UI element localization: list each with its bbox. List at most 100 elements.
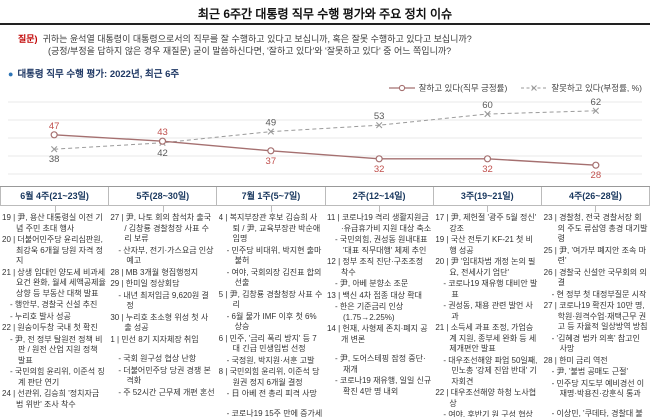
- legend-negative: 잘못하고 있다(부정률, %): [521, 82, 642, 94]
- issue-line: 8 | 국민의힘 윤리위, 이준석 당원권 정지 6개월 결정: [218, 367, 320, 387]
- axis-label-week-3: 7월 1주(5~7일): [217, 187, 326, 212]
- issue-line: - 한은 기준금리 인상 (1.75→2.25%): [334, 302, 404, 322]
- issue-line: 23 | 경찰청, 전국 경찰서장 회의 주도 류삼영 총경 대기발령: [543, 213, 648, 243]
- issue-line: 28 | 한미 금리 역전: [543, 355, 608, 365]
- trend-chart-svg: 47 38 43 42 37 49 32 53 32 60 28 62: [8, 97, 642, 181]
- issue-line: 29 | 한미일 정상회담: [110, 279, 180, 288]
- page-title: 최근 6주간 대통령 직무 수행 평가와 주요 정치 이슈: [197, 7, 453, 21]
- svg-text:28: 28: [591, 170, 602, 181]
- title-divider: [0, 23, 650, 25]
- trend-chart: 47 38 43 42 37 49 32 53 32 60 28 62: [0, 92, 650, 184]
- issue-line: 24 | 선관위, 김승희 '정치자금법 위반' 조사 착수: [2, 389, 100, 409]
- svg-text:32: 32: [374, 164, 385, 175]
- issue-line: - 현 정부 첫 대정부질문 시작: [551, 289, 647, 299]
- general-issue-list: - 이상민, '쿠데타, 경찰대 불공정' 발언 논란- 권성동-尹 문자 메시…: [544, 409, 648, 418]
- survey-question: 질문) 귀하는 윤석열 대통령이 대통령으로서의 직무를 잘 수행하고 있다고 보…: [18, 33, 638, 57]
- issue-line: 25 | 尹, '여가부 폐지안 조속 마련': [543, 245, 646, 266]
- svg-text:37: 37: [266, 156, 277, 167]
- svg-text:38: 38: [49, 154, 60, 165]
- issue-line: 6 | 민주, '금리 폭리 방지' 등 7대 긴급 민생입법 선정: [218, 333, 317, 354]
- issue-list: 27 | 尹, 나토 회의 참석차 출국 / 김창룡 경찰청장 사표 수리 보류…: [110, 213, 214, 345]
- solid-line-circle-marker-icon: [388, 84, 415, 92]
- issue-line: 5 | 尹, 김창룡 경찰청장 사표 수리: [218, 289, 323, 310]
- issue-line: - 민주당 지도부 예비경선 이재명·박용진·강훈식 통과: [551, 378, 645, 399]
- axis-label-week-2: 5주(28~30일): [109, 187, 218, 212]
- issue-line: 30 | 누리호 초소형 위성 첫 사출 성공: [110, 312, 209, 333]
- weekly-issues-grid: 19 | 尹, 용산 대통령실 이전 기념 주민 초대 행사 20 | 더불어민주…: [2, 213, 648, 417]
- chart-legend: 잘하고 있다(직무 긍정률) 잘못하고 있다(부정률, %): [388, 82, 642, 94]
- issues-column-week-4: 11 | 코로나19 격리 생활지원금·유급휴가비 지원 대상 축소 - 국민의힘…: [327, 213, 431, 417]
- issue-line: - 더불어민주당 당권 경쟁 본격화: [118, 365, 211, 386]
- issue-line: 22 | 대우조선해양 하청 노사협상: [435, 388, 537, 408]
- issue-line: 26 | 경찰국 신설안 국무회의 의결: [543, 267, 647, 288]
- issues-column-week-2: 27 | 尹, 나토 회의 참석차 출국 / 김창룡 경찰청장 사표 수리 보류…: [110, 213, 214, 417]
- issue-line: 22 | 원숭이두창 국내 첫 확진: [2, 323, 98, 332]
- axis-label-week-4: 2주(12~14일): [326, 187, 434, 212]
- svg-text:32: 32: [482, 164, 493, 175]
- issue-line: - 국민의힘 윤리위, 이준석 징계 판단 연기: [10, 367, 105, 387]
- issue-line: 13 | 백신 4차 접종 대상 확대: [326, 290, 422, 300]
- issue-line: - 주 52시간 근무제 개편 혼선: [118, 387, 215, 397]
- general-issue-list: - 尹, 도어스테핑 잠정 중단·재개 - 코로나19 재유행, 일일 신규 확진…: [327, 354, 431, 397]
- issue-line: - 국회 원구성 협상 난항: [118, 354, 197, 363]
- issues-column-week-1: 19 | 尹, 용산 대통령실 이전 기념 주민 초대 행사 20 | 더불어민주…: [2, 213, 106, 417]
- issue-list: 19 | 尹, 용산 대통령실 이전 기념 주민 초대 행사 20 | 더불어민주…: [2, 213, 106, 410]
- issue-list: 23 | 경찰청, 전국 경찰서장 회의 주도 류삼영 총경 대기발령 25 | …: [544, 213, 648, 400]
- issue-line: - 여야, 후반기 원 구성 협상 타결: [443, 410, 533, 417]
- issue-line: 19 | 尹, 용산 대통령실 이전 기념 주민 초대 행사: [2, 213, 103, 233]
- issue-line: - 민주당 비대위, 박지현 출마 불허: [226, 245, 322, 266]
- issue-line: - '김혜경 법카 의혹' 참고인 사망: [551, 333, 640, 354]
- issue-line: - 행안부, 경찰국 신설 추진: [10, 300, 98, 309]
- issue-line: 27 | 尹, 나토 회의 참석차 출국 / 김창룡 경찰청장 사표 수리 보류: [110, 213, 212, 243]
- svg-text:43: 43: [157, 127, 168, 138]
- issue-line: 27 | 코로나19 확진자 10만 명, 학원·원격수업·재택근무 권고 등 …: [543, 301, 648, 331]
- issue-line: - 산자부, 전기·가스요금 인상 예고: [118, 245, 214, 266]
- issue-line: 20 | 더불어민주당 윤리심판원, 최강욱 6개월 당원 자격 정지: [2, 235, 103, 265]
- issue-line: 1 | 민선 8기 지자체장 취임: [110, 334, 199, 344]
- chart-section-header: ● 대통령 직무 수행 평가: 2022년, 최근 6주: [8, 66, 179, 80]
- issue-line: - 여야, 국회의장 김진표 합의 선출: [226, 267, 322, 288]
- question-label: 질문): [18, 34, 38, 44]
- issue-line: - 코로나19 재유행, 일일 신규 확진 4만 명 내외: [334, 376, 432, 396]
- svg-text:60: 60: [482, 100, 493, 111]
- issue-line: 14 | 헌재, 사형제 존치·폐지 공개 변론: [326, 324, 428, 344]
- svg-text:53: 53: [374, 111, 385, 122]
- general-issue-list: - 국회 원구성 협상 난항 - 더불어민주당 당권 경쟁 본격화 - 주 52시간…: [110, 354, 214, 398]
- axis-label-week-5: 3주(19~21일): [434, 187, 542, 212]
- issue-line: - 국정원, 박지원·서훈 고발: [226, 355, 315, 365]
- issue-line: - 권성동, 채용 관련 발언 사과: [443, 301, 533, 321]
- question-text-1: 귀하는 윤석열 대통령이 대통령으로서의 직무를 잘 수행하고 있다고 보십니까…: [42, 34, 472, 44]
- issue-line: 12 | 정부 조직 진단·구조조정 착수: [326, 257, 424, 277]
- legend-positive: 잘하고 있다(직무 긍정률): [388, 82, 508, 94]
- svg-text:49: 49: [266, 118, 277, 129]
- issue-line: - 尹, 도어스테핑 잠정 중단·재개: [334, 354, 426, 374]
- issue-line: 21 | 소득세 과표 조정, 가업승계 지원, 종부세 완화 등 세제개편안 …: [435, 323, 537, 353]
- issue-line: - 누리호 발사 성공: [10, 311, 71, 321]
- issue-list: 4 | 복지부장관 후보 김승희 사퇴 / 尹, 교육부장관 박순애 임명 - 민…: [219, 213, 323, 400]
- issue-line: - 이상민, '쿠데타, 경찰대 불공정' 발언 논란: [551, 408, 643, 418]
- issue-line: 11 | 코로나19 격리 생활지원금·유급휴가비 지원 대상 축소: [326, 213, 432, 233]
- x-axis-row: 6월 4주(21~23일) 5주(28~30일) 7월 1주(5~7일) 2주(…: [0, 186, 650, 212]
- legend-negative-label: 잘못하고 있다(부정률, %): [551, 83, 642, 93]
- issue-line: - 내년 최저임금 9,620원 결정: [118, 290, 209, 311]
- issue-line: - 尹, '불법 공매도 근절': [551, 367, 628, 376]
- issue-line: - 尹, 아베 분향소 조문: [334, 279, 409, 288]
- issue-line: - 尹, 전 정부 탈원전 정책 비판 / 원전 산업 지원 정책 발표: [10, 334, 103, 365]
- issue-line: - 코로나19 15주 만에 증가세 전환: [226, 408, 323, 418]
- chart-header-text: 대통령 직무 수행 평가: 2022년, 최근 6주: [17, 69, 180, 80]
- legend-positive-label: 잘하고 있다(직무 긍정률): [418, 83, 508, 93]
- issue-line: - 日 아베 전 총리 피격 사망: [226, 389, 317, 398]
- issues-column-week-6: 23 | 경찰청, 전국 경찰서장 회의 주도 류삼영 총경 대기발령 25 | …: [544, 213, 648, 417]
- svg-text:62: 62: [591, 97, 602, 108]
- issue-line: - 코로나19 재유행 대비안 발표: [443, 279, 538, 299]
- issue-line: - 국민의힘, 권성동 원내대표 '대표 직무대행' 체제 추인: [334, 235, 428, 255]
- issue-line: 17 | 尹, 제헌절 '광주 5월 정신' 강조: [435, 213, 537, 233]
- issues-column-week-3: 4 | 복지부장관 후보 김승희 사퇴 / 尹, 교육부장관 박순애 임명 - 민…: [219, 213, 323, 417]
- issue-line: - 6월 물가 IMF 이후 첫 6% 상승: [226, 311, 317, 332]
- issue-line: 19 | 국산 전투기 KF-21 첫 비행 성공: [435, 235, 533, 255]
- issue-list: 11 | 코로나19 격리 생활지원금·유급휴가비 지원 대상 축소 - 국민의힘…: [327, 213, 431, 345]
- question-line-1: 질문) 귀하는 윤석열 대통령이 대통령으로서의 직무를 잘 수행하고 있다고 보…: [18, 33, 638, 45]
- issue-line: 4 | 복지부장관 후보 김승희 사퇴 / 尹, 교육부장관 박순애 임명: [218, 213, 321, 243]
- issue-line: 28 | MB 3개월 형집행정지: [110, 267, 199, 277]
